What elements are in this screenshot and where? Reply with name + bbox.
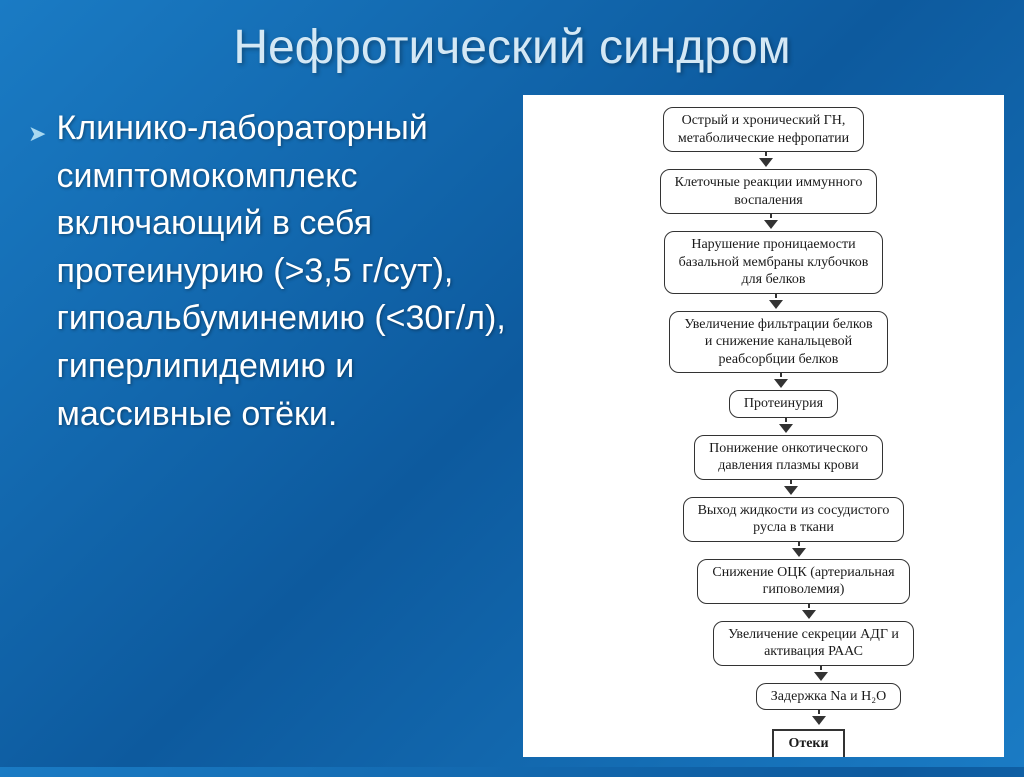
flow-node: Нарушение проницаемостибазальной мембран… xyxy=(664,231,884,294)
flow-node: Увеличение фильтрации белкови снижение к… xyxy=(669,311,887,374)
flowchart: Острый и хронический ГН,метаболические н… xyxy=(533,107,994,757)
flow-arrow-icon xyxy=(759,152,773,169)
left-column: ➤ Клинико-лабораторный симптомокомплекс … xyxy=(28,95,513,757)
flow-node: Снижение ОЦК (артериальнаягиповолемия) xyxy=(697,559,909,604)
flow-arrow-icon xyxy=(784,480,798,497)
flow-node: Клеточные реакции иммунноговоспаления xyxy=(660,169,878,214)
flow-arrow-icon xyxy=(802,604,816,621)
flow-node: Острый и хронический ГН,метаболические н… xyxy=(663,107,864,152)
flow-node: Понижение онкотическогодавления плазмы к… xyxy=(694,435,883,480)
flow-node: Отеки xyxy=(772,729,844,757)
flow-node: Увеличение секреции АДГ иактивация РААС xyxy=(713,621,914,666)
bullet-item: ➤ Клинико-лабораторный симптомокомплекс … xyxy=(28,105,513,438)
flow-arrow-icon xyxy=(812,710,826,727)
flow-node: Выход жидкости из сосудистогорусла в тка… xyxy=(683,497,905,542)
bullet-text: Клинико-лабораторный симптомокомплекс вк… xyxy=(56,105,513,438)
content-area: ➤ Клинико-лабораторный симптомокомплекс … xyxy=(0,85,1024,777)
flow-arrow-icon xyxy=(774,373,788,390)
flow-node: Протеинурия xyxy=(729,390,838,418)
flow-node: Задержка Na и H₂O xyxy=(756,683,901,711)
flow-arrow-icon xyxy=(769,294,783,311)
flowchart-panel: Острый и хронический ГН,метаболические н… xyxy=(523,95,1004,757)
flow-arrow-icon xyxy=(764,214,778,231)
bullet-marker-icon: ➤ xyxy=(28,119,46,150)
flow-arrow-icon xyxy=(792,542,806,559)
flow-arrow-icon xyxy=(779,418,793,435)
slide-title: Нефротический синдром xyxy=(0,0,1024,85)
flow-arrow-icon xyxy=(814,666,828,683)
